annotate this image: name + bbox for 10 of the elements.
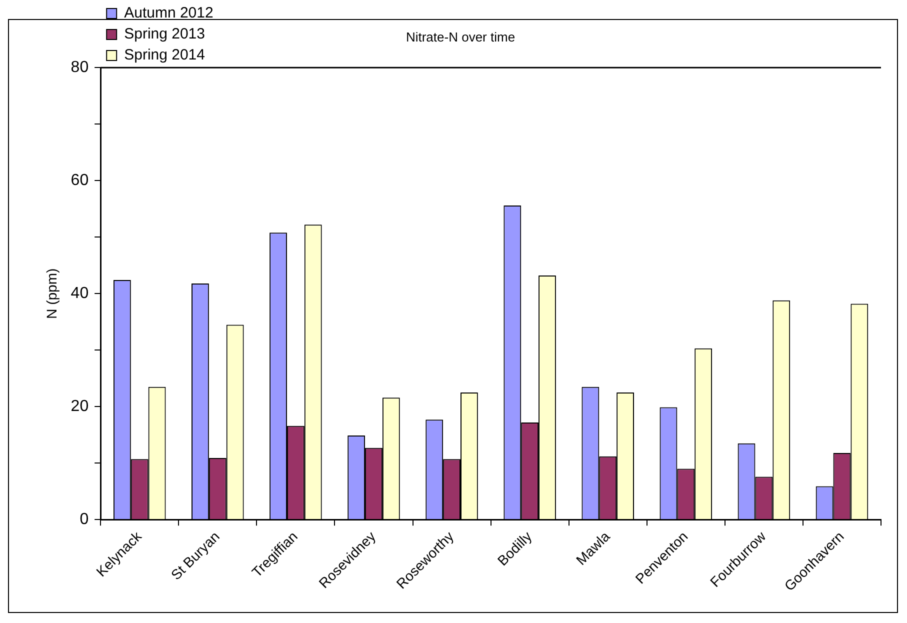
- y-tick-label: 60: [70, 172, 89, 190]
- legend-label: Spring 2014: [124, 46, 206, 64]
- y-tick-label: 0: [80, 511, 89, 528]
- legend-label: Autumn 2012: [124, 4, 214, 22]
- y-axis-title: N (ppm): [43, 268, 60, 319]
- y-tick-label: 20: [70, 398, 89, 416]
- chart-title: Nitrate-N over time: [406, 29, 516, 44]
- y-tick-label: 80: [70, 59, 89, 76]
- y-tick-label: 40: [70, 285, 89, 302]
- legend-label: Spring 2013: [124, 26, 206, 43]
